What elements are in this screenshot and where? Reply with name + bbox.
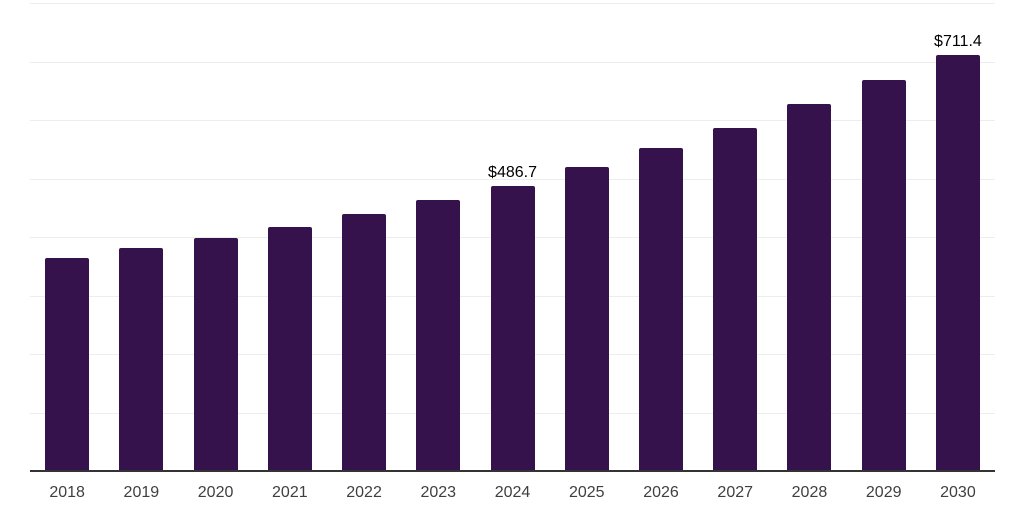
band-2021	[253, 3, 327, 471]
x-tick-label-2025: 2025	[568, 484, 605, 501]
gridline-500	[30, 178, 995, 180]
bar-2029[interactable]	[861, 80, 906, 471]
x-tick-label-2026: 2026	[643, 484, 679, 501]
plot-area: $486.7 $711.4	[30, 3, 995, 472]
band-2026	[624, 3, 698, 471]
bar-2024[interactable]	[490, 186, 535, 471]
band-2023	[401, 3, 475, 471]
x-tick-label-2022: 2022	[346, 484, 382, 501]
x-axis-line	[30, 470, 995, 472]
x-tick-label-2024: 2024	[494, 484, 531, 501]
bar-2028[interactable]	[787, 104, 832, 471]
band-2027	[698, 3, 772, 471]
gridline-700	[30, 61, 995, 63]
x-axis-tick-labels: 2018 2019 2020 2021 2022 2023 2024 2025 2026 2027…	[30, 483, 995, 503]
x-tick-label-2029: 2029	[865, 484, 902, 501]
x-tick-label-2020: 2020	[197, 484, 234, 501]
x-tick-label-2028: 2028	[791, 484, 828, 501]
bar-2020[interactable]	[193, 238, 238, 471]
x-tick-label-2023: 2023	[420, 484, 457, 501]
data-label-2024: $486.7	[488, 164, 537, 182]
bars-container: $486.7 $711.4	[30, 3, 995, 471]
x-tick-label-2027: 2027	[717, 484, 754, 501]
bar-2027[interactable]	[713, 128, 758, 471]
band-2028	[772, 3, 846, 471]
bar-2021[interactable]	[267, 227, 312, 471]
band-2022	[327, 3, 401, 471]
band-2029	[847, 3, 921, 471]
bar-2026[interactable]	[638, 148, 683, 471]
band-2024: $486.7	[475, 3, 549, 471]
x-tick-label-2030: 2030	[940, 484, 976, 501]
bar-2030[interactable]	[935, 54, 980, 471]
bar-2018[interactable]	[45, 258, 90, 471]
band-2030: $711.4	[921, 3, 995, 471]
bar-2025[interactable]	[564, 167, 609, 471]
bar-2023[interactable]	[416, 200, 461, 471]
x-tick-label-2018: 2018	[49, 484, 85, 501]
x-tick-label-2021: 2021	[272, 484, 308, 501]
gridline-800	[30, 3, 995, 4]
bar-2022[interactable]	[342, 214, 387, 471]
x-tick-label-2019: 2019	[123, 484, 160, 501]
gridline-600	[30, 120, 995, 121]
bar-2019[interactable]	[119, 247, 164, 471]
band-2025	[550, 3, 624, 471]
band-2018	[30, 3, 104, 471]
band-2020	[178, 3, 252, 471]
data-label-2030: $711.4	[934, 32, 982, 50]
band-2019	[104, 3, 178, 471]
